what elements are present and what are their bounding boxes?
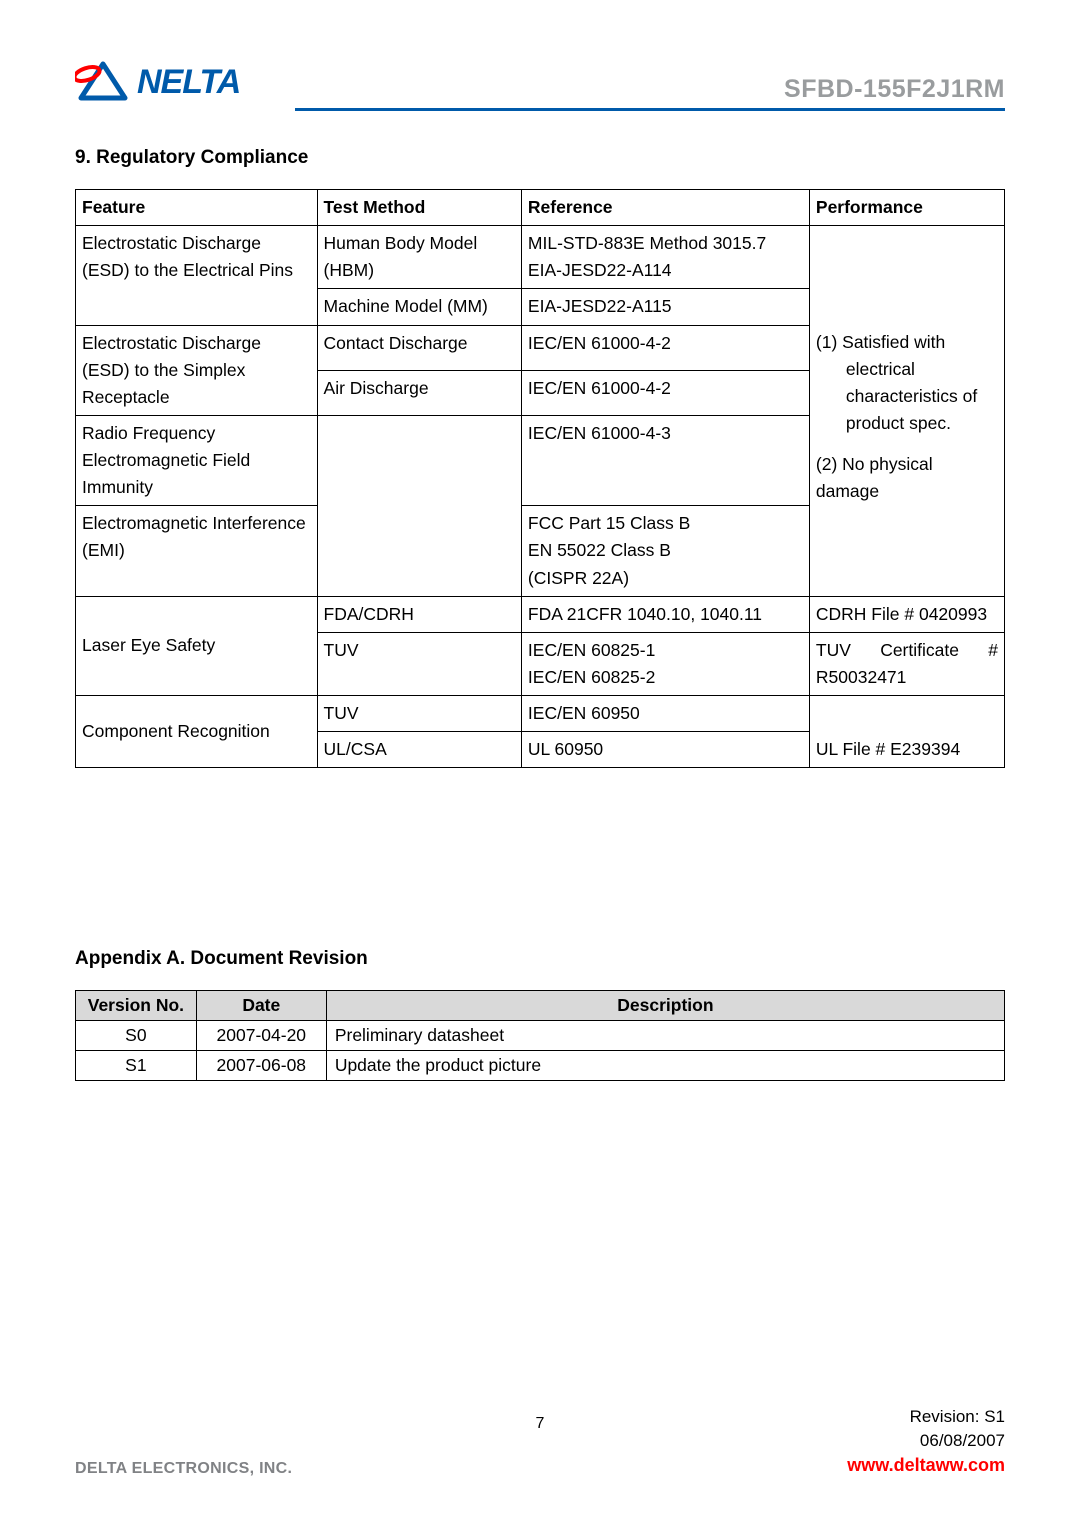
cell-reference: IEC/EN 60950 xyxy=(521,696,809,732)
ref-text: IEC/EN 60825-2 xyxy=(528,667,655,687)
footer-page: 7 xyxy=(536,1415,545,1433)
appendixA-title: Appendix A. Document Revision xyxy=(75,948,1005,970)
cell-performance: UL File # E239394 xyxy=(809,696,1004,768)
table-row: Component Recognition TUV IEC/EN 60950 U… xyxy=(76,696,1005,732)
th-description: Description xyxy=(326,991,1004,1021)
cell-date: 2007-06-08 xyxy=(196,1051,326,1081)
footer-right: Revision: S1 06/08/2007 www.deltaww.com xyxy=(847,1405,1005,1478)
revision-table: Version No. Date Description S0 2007-04-… xyxy=(75,990,1005,1081)
th-performance: Performance xyxy=(809,190,1004,226)
cell-reference: FDA 21CFR 1040.10, 1040.11 xyxy=(521,596,809,632)
table-row: S0 2007-04-20 Preliminary datasheet xyxy=(76,1021,1005,1051)
logo: NELTA xyxy=(75,60,240,104)
th-method: Test Method xyxy=(317,190,521,226)
cell-method-empty xyxy=(317,415,521,596)
logo-text: NELTA xyxy=(137,63,240,102)
cell-description: Update the product picture xyxy=(326,1051,1004,1081)
cell-reference: FCC Part 15 Class B EN 55022 Class B (CI… xyxy=(521,506,809,596)
th-reference: Reference xyxy=(521,190,809,226)
cell-reference: IEC/EN 60825-1 IEC/EN 60825-2 xyxy=(521,632,809,695)
perf-text: # xyxy=(988,637,998,664)
cell-reference: IEC/EN 61000-4-2 xyxy=(521,325,809,370)
part-number: SFBD-155F2J1RM xyxy=(784,75,1005,104)
perf-line: (1) Satisfied with xyxy=(816,332,945,352)
section9-title: 9. Regulatory Compliance xyxy=(75,147,1005,169)
perf-text: Certificate xyxy=(880,637,959,664)
cell-method: UL/CSA xyxy=(317,732,521,768)
th-feature: Feature xyxy=(76,190,318,226)
footer-revision: Revision: S1 xyxy=(847,1405,1005,1429)
cell-description: Preliminary datasheet xyxy=(326,1021,1004,1051)
table-row: Laser Eye Safety FDA/CDRH FDA 21CFR 1040… xyxy=(76,596,1005,632)
header-divider xyxy=(295,108,1005,111)
perf-line: electrical xyxy=(816,356,998,383)
perf-text: TUV xyxy=(816,637,851,664)
logo-icon xyxy=(75,60,131,104)
cell-performance: TUV Certificate # R50032471 xyxy=(809,632,1004,695)
page-header: NELTA SFBD-155F2J1RM xyxy=(75,60,1005,104)
cell-date: 2007-04-20 xyxy=(196,1021,326,1051)
th-date: Date xyxy=(196,991,326,1021)
table-header-row: Feature Test Method Reference Performanc… xyxy=(76,190,1005,226)
regulatory-table: Feature Test Method Reference Performanc… xyxy=(75,189,1005,768)
cell-feature: Laser Eye Safety xyxy=(76,596,318,695)
cell-version: S0 xyxy=(76,1021,197,1051)
table-row: Electrostatic Discharge (ESD) to the Ele… xyxy=(76,226,1005,289)
perf-line: characteristics of xyxy=(816,383,998,410)
cell-performance-shared: (1) Satisfied with electrical characteri… xyxy=(809,226,1004,597)
ref-text: FCC Part 15 Class B xyxy=(528,513,690,533)
cell-feature: Radio Frequency Electromagnetic Field Im… xyxy=(76,415,318,505)
cell-reference: IEC/EN 61000-4-2 xyxy=(521,370,809,415)
table-header-row: Version No. Date Description xyxy=(76,991,1005,1021)
ref-text: MIL-STD-883E Method 3015.7 xyxy=(528,233,766,253)
page-number: 7 xyxy=(536,1415,545,1432)
cell-feature: Electromagnetic Interference (EMI) xyxy=(76,506,318,596)
footer-date: 06/08/2007 xyxy=(847,1429,1005,1453)
ref-text: EN 55022 Class B xyxy=(528,540,671,560)
perf-text: R50032471 xyxy=(816,667,907,687)
cell-feature: Component Recognition xyxy=(76,696,318,768)
cell-method: TUV xyxy=(317,632,521,695)
footer-company: DELTA ELECTRONICS, INC. xyxy=(75,1460,292,1478)
cell-method: Human Body Model (HBM) xyxy=(317,226,521,289)
cell-feature: Electrostatic Discharge (ESD) to the Sim… xyxy=(76,325,318,415)
cell-feature: Electrostatic Discharge (ESD) to the Ele… xyxy=(76,226,318,325)
cell-method: Contact Discharge xyxy=(317,325,521,370)
cell-reference: EIA-JESD22-A115 xyxy=(521,289,809,325)
table-row: S1 2007-06-08 Update the product picture xyxy=(76,1051,1005,1081)
cell-method: Machine Model (MM) xyxy=(317,289,521,325)
ref-text: EIA-JESD22-A114 xyxy=(528,260,672,280)
cell-version: S1 xyxy=(76,1051,197,1081)
perf-line: product spec. xyxy=(816,410,998,437)
cell-method: Air Discharge xyxy=(317,370,521,415)
cell-reference: MIL-STD-883E Method 3015.7 EIA-JESD22-A1… xyxy=(521,226,809,289)
ref-text: IEC/EN 60825-1 xyxy=(528,640,655,660)
cell-method: FDA/CDRH xyxy=(317,596,521,632)
th-version: Version No. xyxy=(76,991,197,1021)
cell-reference: IEC/EN 61000-4-3 xyxy=(521,415,809,505)
cell-method: TUV xyxy=(317,696,521,732)
perf-line: (2) No physical damage xyxy=(816,454,933,501)
cell-reference: UL 60950 xyxy=(521,732,809,768)
cell-performance: CDRH File # 0420993 xyxy=(809,596,1004,632)
footer-website: www.deltaww.com xyxy=(847,1453,1005,1478)
ref-text: (CISPR 22A) xyxy=(528,568,629,588)
